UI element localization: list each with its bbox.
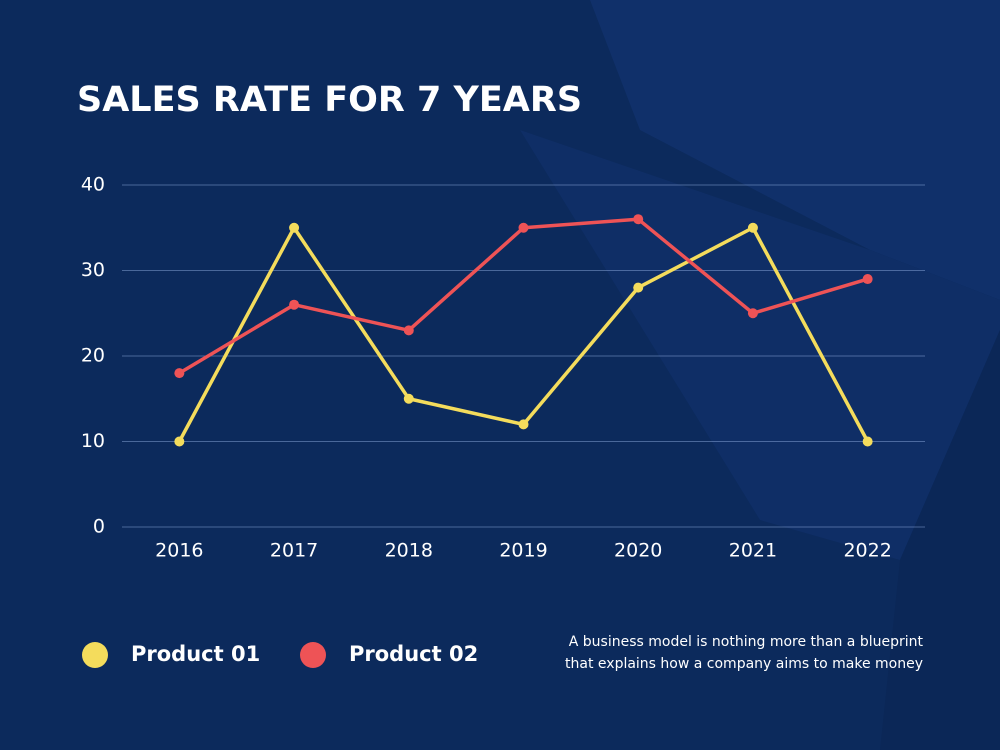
data-point — [862, 436, 873, 447]
x-tick-label: 2016 — [155, 540, 203, 562]
decor-shape — [520, 130, 1000, 560]
note-text: A business model is nothing more than a … — [569, 634, 924, 650]
note-text: that explains how a company aims to make… — [565, 656, 923, 672]
legend-label: Product 01 — [131, 642, 260, 666]
chart-title: SALES RATE FOR 7 YEARS — [77, 80, 582, 120]
x-tick-label: 2017 — [270, 540, 318, 562]
y-tick-label: 20 — [81, 345, 105, 367]
data-point — [747, 308, 758, 319]
plot: 0 10 20 30 40 2016 2017 2018 2019 2020 2021 2022 Pro… — [81, 174, 925, 672]
data-point — [633, 214, 644, 225]
decor-shape — [880, 330, 1000, 750]
data-point — [289, 222, 300, 233]
legend-marker — [300, 642, 326, 668]
y-tick-label: 0 — [93, 516, 105, 538]
y-tick-label: 10 — [81, 430, 105, 452]
data-point — [633, 282, 644, 293]
data-point — [174, 368, 185, 379]
data-point — [174, 436, 185, 447]
legend-label: Product 02 — [349, 642, 478, 666]
legend-marker — [82, 642, 108, 668]
data-point — [403, 393, 414, 404]
x-tick-label: 2022 — [843, 540, 891, 562]
data-point — [518, 222, 529, 233]
x-tick-label: 2020 — [614, 540, 662, 562]
data-point — [403, 325, 414, 336]
x-tick-label: 2021 — [729, 540, 777, 562]
data-point — [289, 299, 300, 310]
data-point — [747, 222, 758, 233]
data-point — [862, 274, 873, 285]
y-tick-label: 30 — [81, 259, 105, 281]
data-point — [518, 419, 529, 430]
decor-shape — [590, 0, 1000, 300]
x-tick-label: 2018 — [385, 540, 433, 562]
x-tick-label: 2019 — [499, 540, 547, 562]
y-tick-label: 40 — [81, 174, 105, 196]
